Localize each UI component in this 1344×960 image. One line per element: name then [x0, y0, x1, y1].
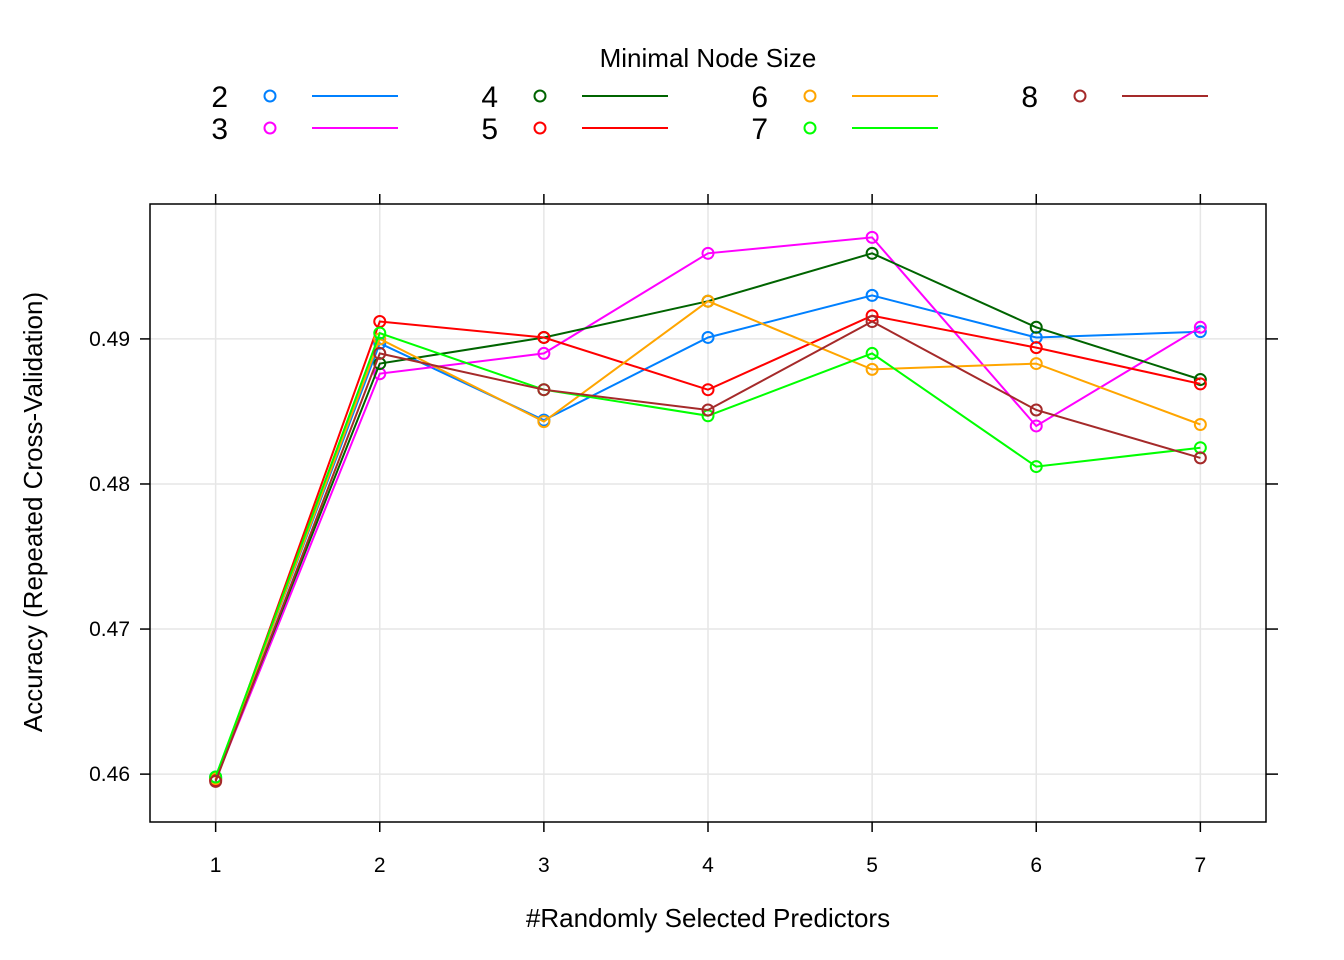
x-tick-label: 6 — [1030, 854, 1042, 877]
data-point-3 — [865, 230, 879, 244]
data-point-6 — [1193, 418, 1207, 432]
legend-marker — [803, 121, 817, 135]
legend-entry-4: 4 — [481, 81, 668, 114]
data-point-5 — [701, 383, 715, 397]
legend-label: 7 — [751, 113, 768, 146]
data-point-8 — [1029, 403, 1043, 417]
y-tick-label: 0.47 — [89, 618, 130, 641]
series-line-8 — [214, 320, 1201, 782]
legend-marker — [803, 89, 817, 103]
legend-entry-2: 2 — [211, 81, 398, 114]
legend-title: Minimal Node Size — [600, 43, 817, 73]
data-point-3 — [701, 246, 715, 260]
legend-entry-5: 5 — [481, 113, 668, 146]
data-point-8 — [865, 315, 879, 329]
x-tick-label: 1 — [210, 854, 222, 877]
series-line-3 — [214, 236, 1201, 781]
data-point-4 — [865, 246, 879, 260]
legend: 23 45 67 8 — [211, 81, 1208, 146]
y-tick-label: 0.48 — [89, 473, 130, 496]
legend-label: 3 — [211, 113, 228, 146]
data-point-3 — [537, 346, 551, 360]
data-point-3 — [1029, 419, 1043, 433]
series-line-5 — [214, 314, 1201, 781]
data-point-6 — [1029, 357, 1043, 371]
legend-label: 2 — [211, 81, 228, 114]
series-group — [209, 230, 1207, 788]
x-tick-label: 3 — [538, 854, 550, 877]
grid — [150, 204, 1266, 822]
legend-label: 5 — [481, 113, 498, 146]
data-point-8 — [1193, 451, 1207, 465]
legend-entry-8: 8 — [1021, 81, 1208, 114]
series-line-2 — [214, 294, 1201, 778]
data-point-5 — [537, 330, 551, 344]
legend-marker — [263, 121, 277, 135]
legend-marker — [263, 89, 277, 103]
legend-label: 4 — [481, 81, 498, 114]
legend-marker — [533, 121, 547, 135]
data-point-6 — [537, 415, 551, 429]
data-point-5 — [1193, 377, 1207, 391]
data-point-4 — [1193, 373, 1207, 387]
data-point-5 — [1029, 341, 1043, 355]
data-point-8 — [537, 383, 551, 397]
data-point-8 — [209, 774, 223, 788]
data-point-2 — [701, 330, 715, 344]
data-point-4 — [1029, 320, 1043, 334]
x-tick-label: 2 — [374, 854, 386, 877]
axis-ticks: 1 2 3 4 5 6 7 0.46 0.47 0.48 0.49 — [89, 194, 1278, 877]
legend-marker — [1073, 89, 1087, 103]
data-point-2 — [865, 288, 879, 302]
data-point-7 — [373, 326, 387, 340]
data-point-7 — [209, 770, 223, 784]
y-tick-label: 0.49 — [89, 328, 130, 351]
legend-entry-3: 3 — [211, 113, 398, 146]
data-point-6 — [701, 294, 715, 308]
data-point-3 — [1193, 320, 1207, 334]
legend-entry-7: 7 — [751, 113, 938, 146]
data-point-7 — [865, 346, 879, 360]
data-point-8 — [701, 403, 715, 417]
legend-entry-6: 6 — [751, 81, 938, 114]
data-point-7 — [1029, 460, 1043, 474]
x-tick-label: 5 — [866, 854, 878, 877]
y-axis-title: Accuracy (Repeated Cross-Validation) — [18, 292, 48, 732]
legend-label: 6 — [751, 81, 768, 114]
x-tick-label: 4 — [702, 854, 714, 877]
data-point-8 — [373, 346, 387, 360]
legend-marker — [533, 89, 547, 103]
data-point-6 — [865, 362, 879, 376]
x-tick-label: 7 — [1195, 854, 1207, 877]
legend-label: 8 — [1021, 81, 1038, 114]
y-tick-label: 0.46 — [89, 763, 130, 786]
x-axis-title: #Randomly Selected Predictors — [526, 903, 890, 933]
